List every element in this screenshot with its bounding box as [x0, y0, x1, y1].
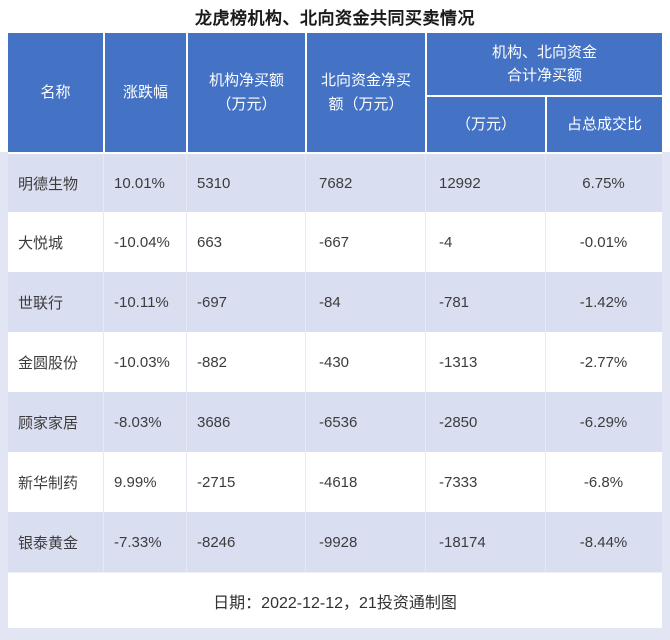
cell-combined-net: -18174	[425, 512, 545, 572]
cell-northbound-net: -4618	[305, 452, 425, 512]
table-body: 明德生物 10.01% 5310 7682 12992 6.75% 大悦城 -1…	[8, 152, 663, 572]
cell-institution-net: -697	[186, 272, 305, 332]
stocks-table: 名称 涨跌幅 机构净买额 （万元） 北向资金净买 额（万元） 机构、北向资金 合…	[8, 33, 663, 628]
cell-combined-net: -7333	[425, 452, 545, 512]
cell-northbound-net: 7682	[305, 152, 425, 212]
cell-change-pct: -8.03%	[103, 392, 186, 452]
cell-northbound-net: -667	[305, 212, 425, 272]
col-header-northbound-net-buy: 北向资金净买 额（万元）	[305, 33, 425, 152]
cell-turnover-pct: -8.44%	[545, 512, 663, 572]
cell-change-pct: -10.11%	[103, 272, 186, 332]
table-row: 银泰黄金 -7.33% -8246 -9928 -18174 -8.44%	[8, 512, 663, 572]
table-row: 大悦城 -10.04% 663 -667 -4 -0.01%	[8, 212, 663, 272]
col-header-combined-line2: 合计净买额	[507, 67, 583, 84]
cell-combined-net: -781	[425, 272, 545, 332]
cell-combined-net: -2850	[425, 392, 545, 452]
table-row: 金圆股份 -10.03% -882 -430 -1313 -2.77%	[8, 332, 663, 392]
cell-stock-name: 世联行	[8, 272, 103, 332]
table-header: 名称 涨跌幅 机构净买额 （万元） 北向资金净买 额（万元） 机构、北向资金 合…	[8, 33, 663, 152]
col-header-institution-line2: （万元）	[216, 95, 277, 113]
title-band: 龙虎榜机构、北向资金共同买卖情况	[0, 0, 670, 33]
cell-turnover-pct: -0.01%	[545, 212, 663, 272]
footer-row: 日期：2022-12-12，21投资通制图	[8, 572, 663, 628]
cell-institution-net: 5310	[186, 152, 305, 212]
cell-institution-net: -8246	[186, 512, 305, 572]
cell-stock-name: 顾家家居	[8, 392, 103, 452]
col-header-northbound-line1: 北向资金净买	[320, 72, 411, 90]
cell-institution-net: -882	[186, 332, 305, 392]
cell-institution-net: 3686	[186, 392, 305, 452]
table-frame: 名称 涨跌幅 机构净买额 （万元） 北向资金净买 额（万元） 机构、北向资金 合…	[0, 33, 670, 640]
table-row: 顾家家居 -8.03% 3686 -6536 -2850 -6.29%	[8, 392, 663, 452]
table-row: 新华制药 9.99% -2715 -4618 -7333 -6.8%	[8, 452, 663, 512]
col-header-northbound-line2: 额（万元）	[328, 95, 404, 113]
cell-northbound-net: -9928	[305, 512, 425, 572]
col-header-institution-net-buy: 机构净买额 （万元）	[186, 33, 305, 152]
cell-turnover-pct: -1.42%	[545, 272, 663, 332]
source-note: 日期：2022-12-12，21投资通制图	[8, 572, 663, 628]
col-header-institution-line1: 机构净买额	[208, 72, 284, 90]
cell-combined-net: -1313	[425, 332, 545, 392]
table-row: 世联行 -10.11% -697 -84 -781 -1.42%	[8, 272, 663, 332]
cell-institution-net: 663	[186, 212, 305, 272]
cell-turnover-pct: -6.29%	[545, 392, 663, 452]
cell-stock-name: 新华制药	[8, 452, 103, 512]
cell-stock-name: 明德生物	[8, 152, 103, 212]
cell-change-pct: -10.04%	[103, 212, 186, 272]
cell-stock-name: 金圆股份	[8, 332, 103, 392]
cell-change-pct: 9.99%	[103, 452, 186, 512]
header-row-1: 名称 涨跌幅 机构净买额 （万元） 北向资金净买 额（万元） 机构、北向资金 合…	[8, 33, 663, 152]
cell-combined-net: -4	[425, 212, 545, 272]
cell-turnover-pct: 6.75%	[545, 152, 663, 212]
cell-change-pct: -7.33%	[103, 512, 186, 572]
col-header-change: 涨跌幅	[103, 33, 186, 152]
col-header-combined-line1: 机构、北向资金	[492, 43, 598, 61]
cell-stock-name: 大悦城	[8, 212, 103, 272]
cell-turnover-pct: -2.77%	[545, 332, 663, 392]
cell-change-pct: 10.01%	[103, 152, 186, 212]
col-header-combined-wan: （万元）	[425, 95, 545, 152]
table-footer: 日期：2022-12-12，21投资通制图	[8, 572, 663, 628]
table-row: 明德生物 10.01% 5310 7682 12992 6.75%	[8, 152, 663, 212]
cell-change-pct: -10.03%	[103, 332, 186, 392]
cell-northbound-net: -430	[305, 332, 425, 392]
col-header-combined-turnover-pct: 占总成交比	[545, 95, 663, 152]
cell-institution-net: -2715	[186, 452, 305, 512]
page-title: 龙虎榜机构、北向资金共同买卖情况	[195, 9, 475, 28]
cell-northbound-net: -6536	[305, 392, 425, 452]
col-header-combined-net-buy: 机构、北向资金 合计净买额	[425, 33, 663, 95]
cell-combined-net: 12992	[425, 152, 545, 212]
col-header-name: 名称	[8, 33, 103, 152]
cell-turnover-pct: -6.8%	[545, 452, 663, 512]
header-row-2: （万元） 占总成交比	[8, 95, 663, 152]
cell-stock-name: 银泰黄金	[8, 512, 103, 572]
cell-northbound-net: -84	[305, 272, 425, 332]
